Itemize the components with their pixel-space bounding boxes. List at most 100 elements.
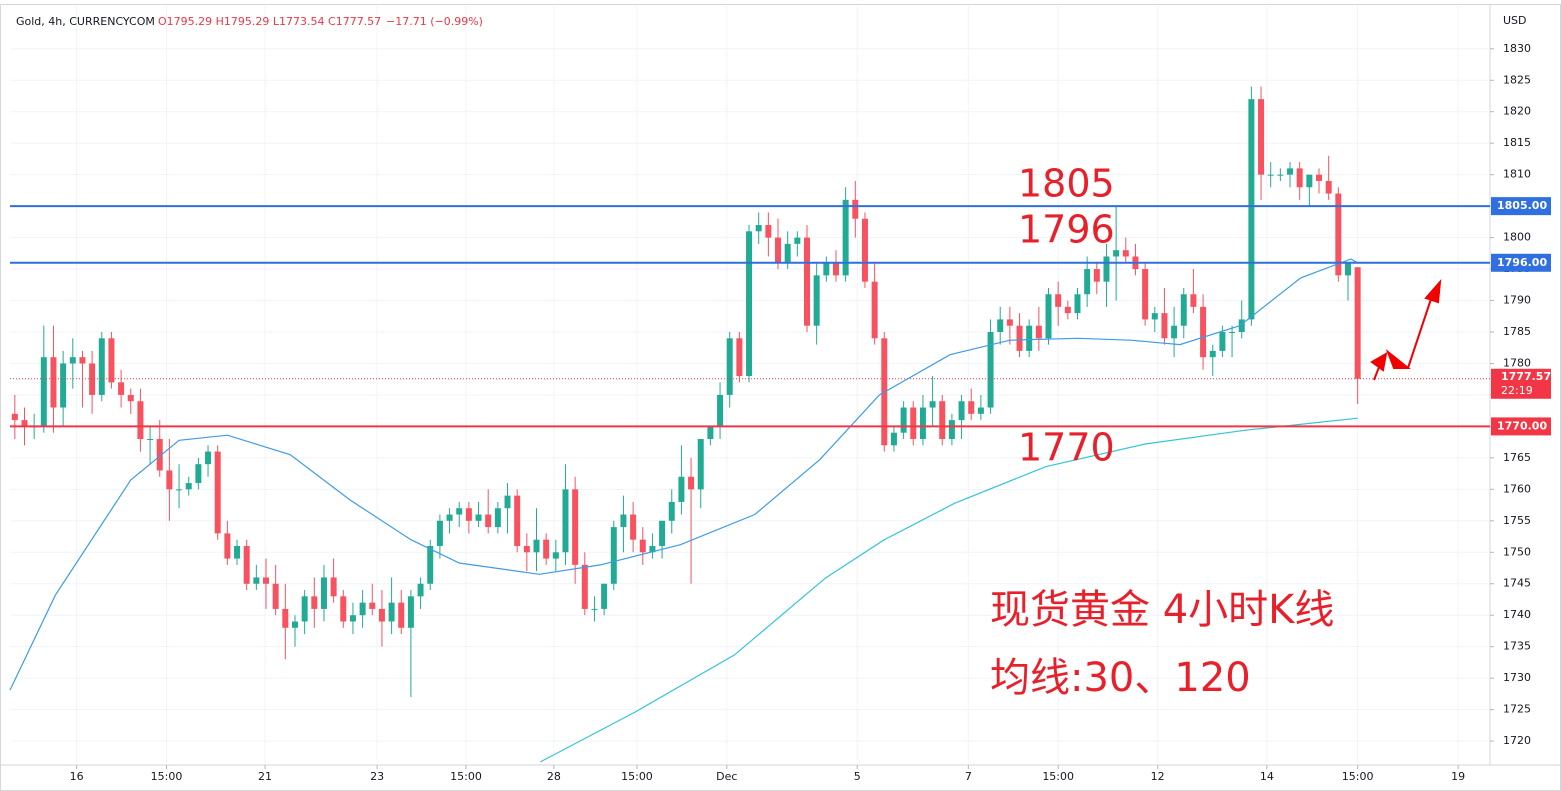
candle-body	[1248, 99, 1255, 320]
candle-body	[407, 596, 414, 628]
ohlc: O1795.29 H1795.29 L1773.54 C1777.57	[158, 15, 381, 28]
candle-body	[591, 608, 598, 610]
x-tick-label: 15:00	[1042, 770, 1074, 783]
candle-body	[639, 539, 646, 553]
candle-body	[272, 583, 279, 609]
level-label: 1770.00	[1497, 419, 1547, 432]
level-tag	[1491, 197, 1551, 216]
price-tag	[1491, 368, 1551, 399]
y-tick-label: 1780	[1503, 356, 1531, 369]
candle-body	[1258, 99, 1265, 175]
x-tick-label: Dec	[716, 770, 737, 783]
candle-body	[861, 218, 868, 282]
candle-body	[678, 476, 685, 502]
candle-body	[89, 363, 96, 395]
y-tick-label: 1800	[1503, 231, 1531, 244]
candle-body	[668, 501, 675, 521]
candle-body	[1142, 269, 1149, 320]
candle-body	[1045, 294, 1052, 339]
candle-body	[726, 338, 733, 395]
candle-body	[1103, 256, 1110, 282]
candle-body	[997, 319, 1004, 333]
x-tick-label: 7	[965, 770, 972, 783]
candle-body	[620, 514, 627, 528]
candle-body	[1325, 180, 1332, 194]
candle-body	[417, 583, 424, 597]
candle-body	[581, 564, 588, 609]
candle-body	[572, 489, 579, 565]
y-tick-label: 1820	[1503, 105, 1531, 118]
candle-body	[340, 596, 347, 622]
candle-body	[494, 508, 501, 528]
candle-body	[1074, 294, 1081, 314]
candle-body	[263, 577, 269, 584]
candle-body	[890, 432, 897, 446]
candle-body	[775, 237, 782, 263]
candle-body	[1016, 325, 1023, 351]
candle-body	[813, 275, 820, 326]
candle-body	[842, 199, 849, 276]
y-tick-label: 1760	[1503, 482, 1531, 495]
candle-body	[871, 281, 878, 339]
candle-body	[1190, 294, 1197, 307]
candle-body	[378, 608, 385, 622]
symbol: Gold, 4h, CURRENCYCOM	[16, 15, 155, 28]
y-tick-label: 1755	[1503, 514, 1531, 527]
candle-body	[958, 401, 965, 421]
candle-body	[185, 483, 192, 490]
candle-body	[475, 514, 482, 521]
candle-body	[349, 615, 356, 622]
candle-body	[398, 602, 405, 628]
candle-body	[1151, 313, 1158, 320]
candle-body	[118, 382, 125, 395]
candle-body	[533, 539, 540, 553]
candle-body	[176, 489, 183, 491]
candle-body	[21, 420, 28, 427]
countdown: 22:19	[1501, 384, 1533, 397]
candle-body	[823, 262, 830, 276]
candle-body	[929, 401, 936, 408]
candle-body	[108, 338, 115, 383]
candle-body	[11, 413, 18, 421]
candle-body	[369, 602, 376, 609]
candle-body	[977, 407, 984, 414]
candle-body	[436, 520, 443, 546]
y-tick-label: 1765	[1503, 451, 1531, 464]
candle-body	[147, 438, 154, 440]
candle-body	[1316, 174, 1323, 181]
y-tick-label: 1815	[1503, 136, 1531, 149]
candle-body	[755, 225, 762, 232]
candle-body	[456, 508, 463, 515]
candle-body	[784, 243, 791, 263]
candle-body	[137, 401, 144, 439]
x-tick-label: 12	[1151, 770, 1165, 783]
y-tick-label: 1735	[1503, 640, 1531, 653]
x-tick-label: 15:00	[450, 770, 482, 783]
arrow-head	[1385, 348, 1411, 369]
x-tick-label: 23	[370, 770, 384, 783]
candle-body	[1064, 306, 1071, 314]
candle-body	[69, 357, 76, 364]
annotation: 现货黄金 4小时K线	[990, 587, 1334, 633]
y-tick-label: 1830	[1503, 42, 1531, 55]
candle-body	[1200, 306, 1207, 358]
candle-body	[50, 357, 57, 408]
candle-body	[697, 438, 704, 490]
candle-body	[504, 495, 511, 509]
x-tick-label: 15:00	[151, 770, 183, 783]
y-tick-label: 1720	[1503, 734, 1531, 747]
candle-body	[1171, 325, 1178, 339]
arrows	[1370, 278, 1442, 381]
candle-body	[1335, 193, 1342, 276]
y-tick-label: 1790	[1503, 294, 1531, 307]
candle-body	[765, 225, 772, 238]
candle-body	[514, 495, 521, 546]
price-label: 1777.57	[1501, 370, 1551, 383]
candle-body	[910, 407, 917, 439]
change: −17.71 (−0.99%)	[386, 15, 483, 28]
candle-body	[1354, 267, 1361, 379]
candle-body	[659, 520, 666, 546]
candle-body	[1006, 319, 1013, 326]
candle-body	[1113, 250, 1120, 257]
